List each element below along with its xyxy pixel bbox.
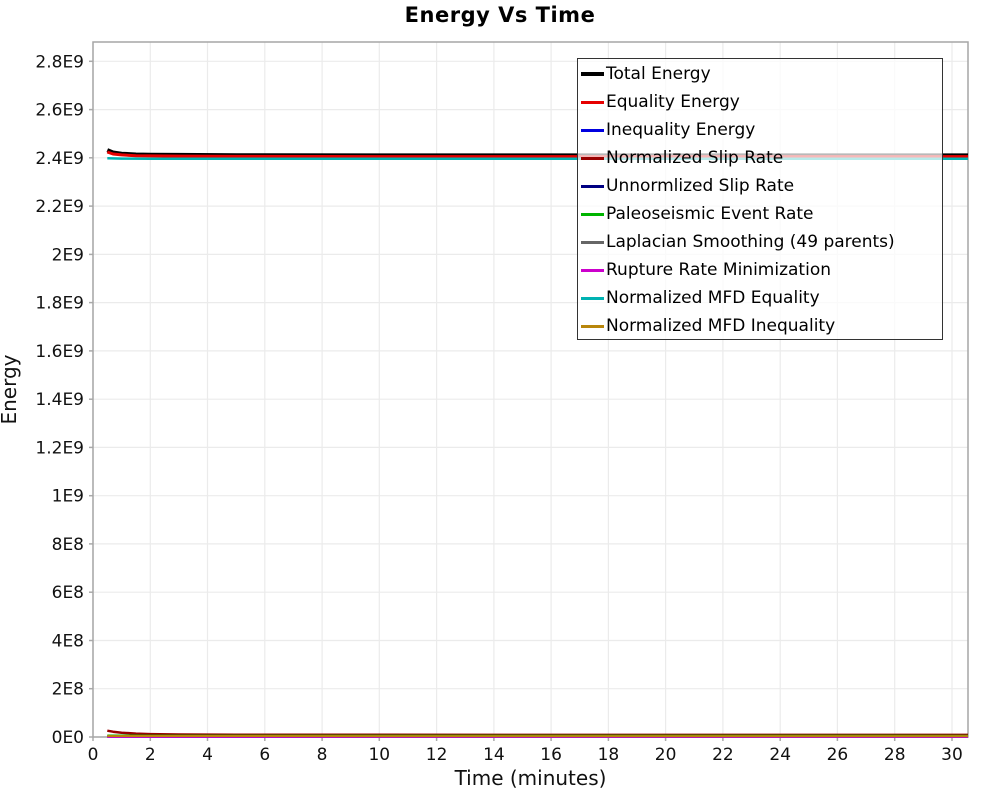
legend-item: Inequality Energy [578, 116, 942, 144]
y-axis-title: Energy [0, 354, 21, 424]
y-tick-label: 2E9 [52, 245, 84, 265]
legend-item-label: Laplacian Smoothing (49 parents) [606, 232, 895, 252]
legend: Total Energy Equality Energy Inequality En… [577, 58, 943, 340]
x-tick-label: 6 [259, 745, 270, 765]
y-tick-label: 2.6E9 [35, 101, 84, 121]
legend-item: Normalized MFD Inequality [578, 312, 942, 340]
y-tick-label: 4E8 [52, 632, 84, 652]
y-tick-label: 2.2E9 [35, 197, 84, 217]
x-tick-label: 8 [317, 745, 328, 765]
legend-key-swatch [581, 184, 604, 188]
legend-key-swatch [581, 156, 604, 160]
legend-item-label: Normalized MFD Inequality [606, 316, 836, 336]
y-tick-label: 2.4E9 [35, 149, 84, 169]
legend-key-swatch [581, 296, 604, 300]
legend-item: Laplacian Smoothing (49 parents) [578, 228, 942, 256]
y-tick-label: 1.6E9 [35, 342, 84, 362]
legend-item-label: Normalized MFD Equality [606, 288, 820, 308]
y-tick-label: 1.8E9 [35, 294, 84, 314]
x-tick-label: 2 [145, 745, 156, 765]
y-tick-label: 0E0 [52, 728, 84, 748]
legend-item-label: Rupture Rate Minimization [606, 260, 831, 280]
legend-item: Unnormlized Slip Rate [578, 172, 942, 200]
y-tick-label: 1E9 [52, 487, 84, 507]
x-tick-label: 28 [884, 745, 906, 765]
legend-key-swatch [581, 72, 604, 76]
legend-item: Normalized Slip Rate [578, 144, 942, 172]
y-tick-label: 2E8 [52, 680, 84, 700]
series-line-1 [106, 150, 968, 159]
legend-item: Normalized MFD Equality [578, 284, 942, 312]
legend-key-swatch [581, 324, 604, 328]
chart-title: Energy Vs Time [404, 3, 596, 27]
series-line-8 [107, 157, 968, 161]
series-line-3 [107, 729, 968, 737]
x-tick-label: 4 [202, 745, 213, 765]
legend-item-label: Normalized Slip Rate [606, 148, 784, 168]
x-tick-label: 30 [941, 745, 963, 765]
x-tick-label: 24 [769, 745, 791, 765]
x-tick-label: 14 [483, 745, 505, 765]
y-tick-label: 1.2E9 [35, 438, 84, 458]
legend-key-swatch [581, 268, 604, 272]
legend-key-swatch [581, 240, 604, 244]
legend-key-swatch [581, 212, 604, 216]
legend-item-label: Total Energy [606, 64, 711, 84]
x-tick-label: 16 [540, 745, 562, 765]
y-tick-label: 8E8 [52, 535, 84, 555]
legend-item: Paleoseismic Event Rate [578, 200, 942, 228]
x-axis-title: Time (minutes) [454, 766, 607, 790]
x-tick-label: 10 [368, 745, 390, 765]
legend-item-label: Unnormlized Slip Rate [606, 176, 795, 196]
x-tick-label: 22 [712, 745, 734, 765]
legend-key-swatch [581, 128, 604, 132]
x-tick-label: 0 [88, 745, 99, 765]
legend-item: Equality Energy [578, 88, 942, 116]
legend-item-label: Inequality Energy [606, 120, 756, 140]
legend-item: Rupture Rate Minimization [578, 256, 942, 284]
legend-item-label: Paleoseismic Event Rate [606, 204, 814, 224]
x-tick-label: 12 [426, 745, 448, 765]
x-tick-label: 20 [655, 745, 677, 765]
y-tick-label: 2.8E9 [35, 52, 84, 72]
x-tick-label: 26 [827, 745, 849, 765]
legend-key-swatch [581, 100, 604, 104]
y-tick-label: 6E8 [52, 583, 84, 603]
legend-item-label: Equality Energy [606, 92, 740, 112]
y-tick-label: 1.4E9 [35, 390, 84, 410]
legend-item: Total Energy [578, 60, 942, 88]
x-tick-label: 18 [598, 745, 620, 765]
